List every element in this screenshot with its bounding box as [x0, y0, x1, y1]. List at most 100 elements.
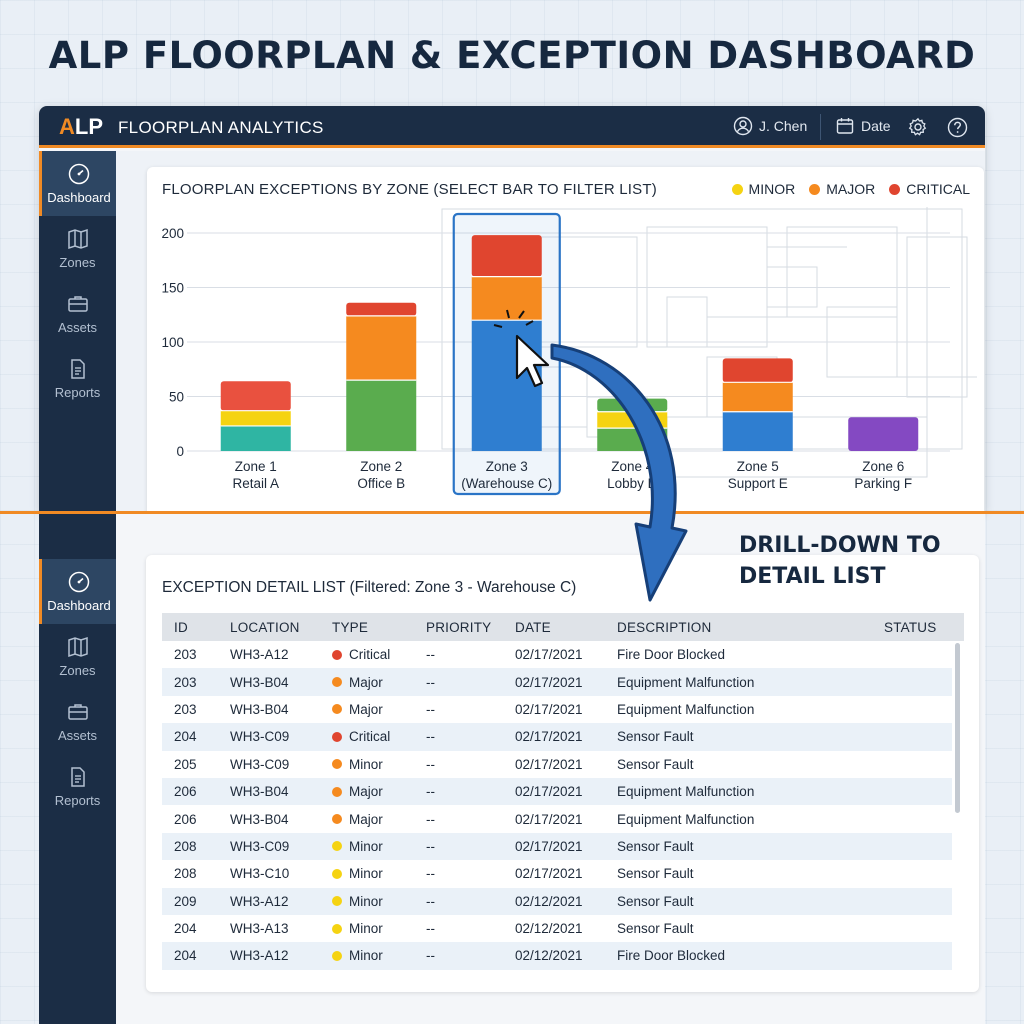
x-tick-label: Zone 1 — [235, 459, 277, 474]
severity-dot — [332, 786, 342, 797]
cell-description: Equipment Malfunction — [617, 674, 755, 690]
x-tick-label: Retail A — [232, 476, 279, 491]
briefcase-icon — [67, 296, 88, 312]
legend-item-minor[interactable]: MINOR — [731, 181, 795, 197]
bar-segment — [346, 380, 417, 451]
cell-location: WH3-C10 — [230, 866, 290, 882]
y-tick-label: 100 — [161, 335, 184, 350]
column-header-priority[interactable]: PRIORITY — [426, 619, 492, 635]
bar-segment — [722, 382, 793, 412]
sidebar-item-reports[interactable]: Reports — [39, 754, 116, 819]
date-picker[interactable]: Date — [835, 116, 891, 136]
y-tick-label: 50 — [169, 390, 184, 405]
help-icon[interactable] — [947, 117, 968, 138]
sidebar-item-label: Zones — [59, 663, 96, 678]
sidebar: Dashboard Zones Assets Reports — [39, 151, 116, 512]
sidebar-item-dashboard[interactable]: Dashboard — [39, 559, 116, 624]
x-tick-label: Support E — [728, 476, 788, 491]
severity-label: Minor — [349, 866, 383, 882]
table-row[interactable]: 203 WH3-B04 Major -- 02/17/2021 Equipment Mal… — [162, 668, 952, 696]
cell-priority: -- — [426, 756, 435, 772]
table-row[interactable]: 208 WH3-C09 Minor -- 02/17/2021 Sensor Fault — [162, 832, 952, 861]
severity-dot — [332, 814, 342, 825]
table-row[interactable]: 204 WH3-C09 Critical -- 02/17/2021 Sensor Fau… — [162, 723, 952, 751]
cell-type: Major — [332, 668, 383, 695]
sidebar-item-zones[interactable]: Zones — [39, 624, 116, 689]
bar-segment — [722, 411, 793, 451]
legend-item-critical[interactable]: CRITICAL — [889, 181, 970, 197]
chart-card: 0 50 100 150 200 Zone 1 Retail A Zone 2 Office B… — [147, 167, 984, 512]
x-tick-label: Zone 6 — [862, 459, 904, 474]
sidebar-item-reports[interactable]: Reports — [39, 346, 116, 411]
x-tick-label: Zone 3 — [486, 459, 528, 474]
table-row[interactable]: 204 WH3-A13 Minor -- 02/12/2021 Sensor Fault — [162, 915, 952, 942]
cell-date: 02/17/2021 — [515, 784, 583, 800]
severity-label: Minor — [349, 948, 383, 964]
document-icon — [70, 359, 85, 379]
page-headline: ALP FLOORPLAN & EXCEPTION DASHBOARD — [48, 34, 976, 77]
sidebar-item-assets[interactable]: Assets — [39, 689, 116, 754]
severity-label: Minor — [349, 921, 383, 937]
cell-id: 205 — [174, 756, 197, 772]
floorplan-wall — [666, 296, 708, 348]
cell-location: WH3-A13 — [230, 921, 289, 937]
alp-logo[interactable]: ALP — [59, 114, 103, 140]
cell-location: WH3-B04 — [230, 701, 289, 717]
severity-label: Major — [349, 811, 383, 827]
severity-dot — [332, 704, 342, 715]
detail-list-card: EXCEPTION DETAIL LIST (Filtered: Zone 3 … — [146, 555, 979, 992]
user-icon — [733, 116, 753, 136]
table-row[interactable]: 208 WH3-C10 Minor -- 02/17/2021 Sensor Fault — [162, 860, 952, 887]
column-header-description[interactable]: DESCRIPTION — [617, 619, 712, 635]
cell-type: Minor — [332, 833, 383, 860]
cell-date: 02/17/2021 — [515, 729, 583, 745]
x-tick-label: Zone 5 — [737, 459, 779, 474]
column-header-date[interactable]: DATE — [515, 619, 551, 635]
sidebar-item-dashboard[interactable]: Dashboard — [39, 151, 116, 216]
legend-item-major[interactable]: MAJOR — [809, 181, 875, 197]
bar-segment — [597, 398, 668, 412]
sidebar-spacer — [39, 514, 116, 559]
exceptions-chart: 0 50 100 150 200 Zone 1 Retail A Zone 2 Office B… — [161, 207, 977, 496]
column-header-id[interactable]: ID — [174, 619, 188, 635]
column-header-status[interactable]: STATUS — [884, 619, 937, 635]
severity-dot — [332, 677, 342, 688]
cell-type: Minor — [332, 915, 383, 942]
cell-date: 02/17/2021 — [515, 756, 583, 772]
table-row[interactable]: 203 WH3-B04 Major -- 02/17/2021 Equipment Mal… — [162, 696, 952, 723]
table-body: 203 WH3-A12 Critical -- 02/17/2021 Fire Door … — [162, 641, 952, 970]
sidebar-item-label: Assets — [57, 728, 97, 743]
sidebar-item-label: Reports — [54, 793, 101, 808]
detail-window: Dashboard Zones Assets Reports EXCEPTION… — [39, 514, 985, 1024]
column-header-location[interactable]: LOCATION — [230, 619, 300, 635]
cell-priority: -- — [426, 838, 435, 854]
sidebar-item-assets[interactable]: Assets — [39, 281, 116, 346]
callout-line: DETAIL LIST — [739, 564, 886, 589]
column-header-type[interactable]: TYPE — [332, 619, 369, 635]
bar-segment — [220, 410, 291, 426]
cell-description: Fire Door Blocked — [617, 948, 726, 964]
sidebar-item-zones[interactable]: Zones — [39, 216, 116, 281]
cell-priority: -- — [426, 866, 435, 882]
table-row[interactable]: 206 WH3-B04 Major -- 02/17/2021 Equipment Mal… — [162, 777, 952, 806]
cell-priority: -- — [426, 647, 435, 663]
cell-description: Fire Door Blocked — [617, 647, 726, 663]
user-menu[interactable]: J. Chen — [733, 116, 807, 136]
callout-line: DRILL-DOWN TO — [739, 533, 941, 558]
cell-location: WH3-C09 — [230, 756, 290, 772]
cell-type: Critical — [332, 723, 390, 750]
table-row[interactable]: 205 WH3-C09 Minor -- 02/17/2021 Sensor Fault — [162, 751, 952, 778]
cell-location: WH3-C09 — [230, 838, 290, 854]
bar-segment — [346, 315, 417, 381]
bar-segment — [471, 320, 542, 451]
cell-type: Major — [332, 805, 383, 832]
gear-icon[interactable] — [908, 117, 928, 137]
table-row[interactable]: 204 WH3-A12 Minor -- 02/12/2021 Fire Door Blo… — [162, 942, 952, 970]
table-scrollbar[interactable] — [955, 643, 960, 813]
table-row[interactable]: 209 WH3-A12 Minor -- 02/12/2021 Sensor Fault — [162, 887, 952, 915]
sidebar-item-label: Dashboard — [47, 598, 111, 613]
table-row[interactable]: 203 WH3-A12 Critical -- 02/17/2021 Fire Door … — [162, 641, 952, 668]
cell-id: 208 — [174, 838, 197, 854]
cell-id: 203 — [174, 674, 197, 690]
table-row[interactable]: 206 WH3-B04 Major -- 02/17/2021 Equipment Mal… — [162, 805, 952, 832]
